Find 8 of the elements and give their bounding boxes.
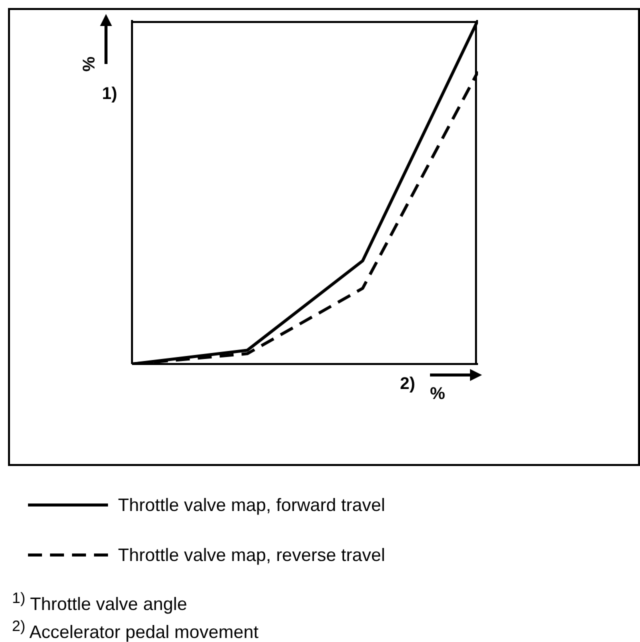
legend-label: Throttle valve map, forward travel [118, 494, 386, 516]
text: 1) [102, 84, 118, 104]
x-axis-title: % [430, 384, 446, 404]
text: $^{1)}$ Throttle valve angle [11, 590, 188, 616]
y-axis-title: % [80, 56, 100, 72]
text: $^{2)}$ Accelerator pedal movement [11, 618, 260, 642]
text: 2) [400, 374, 416, 394]
legend-label: Throttle valve map, reverse travel [118, 544, 386, 566]
